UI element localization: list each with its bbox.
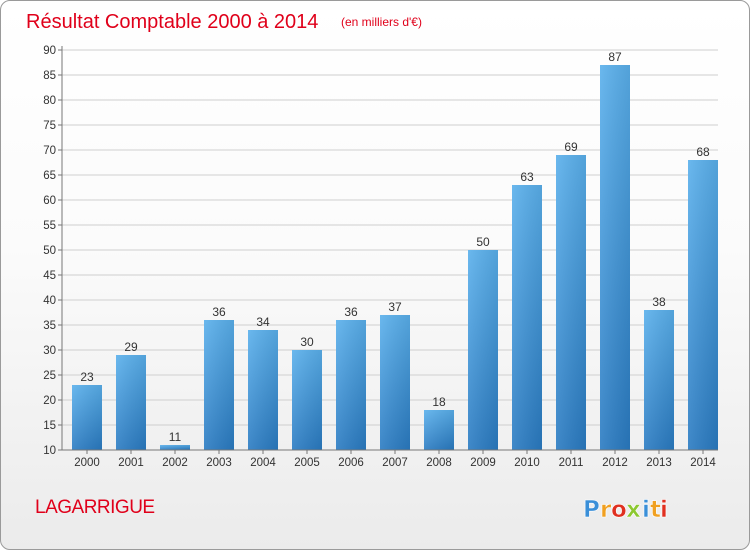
x-tick-label: 2007 (382, 457, 408, 469)
x-tick-label: 2013 (646, 457, 672, 469)
y-tick-label: 60 (43, 195, 56, 207)
y-tick-label: 75 (43, 120, 56, 132)
y-tick-label: 45 (43, 270, 56, 282)
data-label: 36 (212, 305, 226, 319)
x-tick-label: 2014 (690, 457, 716, 469)
x-tick-label: 2000 (74, 457, 100, 469)
y-axis: 10 15 20 25 30 35 40 45 50 55 60 65 70 75 80 85 90 (43, 45, 63, 457)
bar-shade (380, 315, 410, 450)
logo-letter: i (660, 497, 668, 523)
data-label: 37 (388, 300, 402, 314)
x-tick-label: 2002 (162, 457, 188, 469)
commune-name: LAGARRIGUE (35, 497, 155, 518)
bar-shade (600, 65, 630, 450)
chart-subtitle: (en milliers d'€) (341, 15, 422, 29)
y-tick-label: 25 (43, 370, 56, 382)
y-tick-label: 50 (43, 245, 56, 257)
x-tick-label: 2003 (206, 457, 232, 469)
bar-shade (292, 350, 322, 450)
y-tick-label: 10 (43, 445, 56, 457)
bar-shade (644, 310, 674, 450)
bar-shade (688, 160, 718, 450)
x-tick-label: 2012 (602, 457, 628, 469)
bar-shade (336, 320, 366, 450)
bar-shade (424, 410, 454, 450)
data-label: 36 (344, 305, 358, 319)
y-tick-label: 80 (43, 95, 56, 107)
bar-shade (556, 155, 586, 450)
logo-letter: P (583, 497, 600, 523)
x-tick-label: 2005 (294, 457, 320, 469)
y-tick-label: 90 (43, 45, 56, 57)
bar-shade (248, 330, 278, 450)
data-label: 34 (256, 315, 270, 329)
data-label: 63 (520, 170, 534, 184)
logo-letter: t (650, 497, 661, 523)
data-label: 30 (300, 335, 314, 349)
data-label: 11 (169, 430, 182, 444)
logo-letter: r (600, 497, 612, 523)
logo-letter: i (642, 497, 650, 523)
x-axis: 2000 2001 2002 2003 2004 2005 2006 2007 2008 2009… (62, 449, 718, 469)
y-tick-label: 70 (43, 145, 56, 157)
x-tick-label: 2011 (559, 457, 584, 469)
y-tick-label: 35 (43, 320, 56, 332)
x-tick-label: 2009 (470, 457, 496, 469)
y-tick-label: 40 (43, 295, 56, 307)
data-label: 50 (476, 235, 490, 249)
data-label: 23 (80, 370, 94, 384)
data-label: 69 (564, 140, 578, 154)
y-tick-label: 85 (43, 70, 56, 82)
logo-letter: o (611, 497, 627, 523)
data-label: 38 (652, 295, 666, 309)
data-label: 18 (432, 395, 446, 409)
x-tick-label: 2010 (514, 457, 540, 469)
x-tick-label: 2008 (426, 457, 452, 469)
bars: 23 29 11 36 34 30 36 37 18 50 63 69 87 38 68 (72, 50, 718, 450)
y-tick-label: 30 (43, 345, 56, 357)
chart-title: Résultat Comptable 2000 à 2014 (26, 11, 318, 33)
x-tick-label: 2004 (250, 457, 276, 469)
bar-shade (468, 250, 498, 450)
y-tick-label: 65 (43, 170, 56, 182)
bar-shade (72, 385, 102, 450)
data-label: 87 (608, 50, 622, 64)
y-tick-label: 55 (43, 220, 56, 232)
bar-shade (160, 445, 190, 450)
x-tick-label: 2001 (118, 457, 144, 469)
data-label: 68 (696, 145, 710, 159)
bar-shade (512, 185, 542, 450)
y-tick-label: 20 (43, 395, 56, 407)
bar-shade (204, 320, 234, 450)
bar-shade (116, 355, 146, 450)
data-label: 29 (124, 340, 138, 354)
x-tick-label: 2006 (338, 457, 364, 469)
y-tick-label: 15 (43, 420, 56, 432)
logo-letter: x (626, 497, 641, 523)
